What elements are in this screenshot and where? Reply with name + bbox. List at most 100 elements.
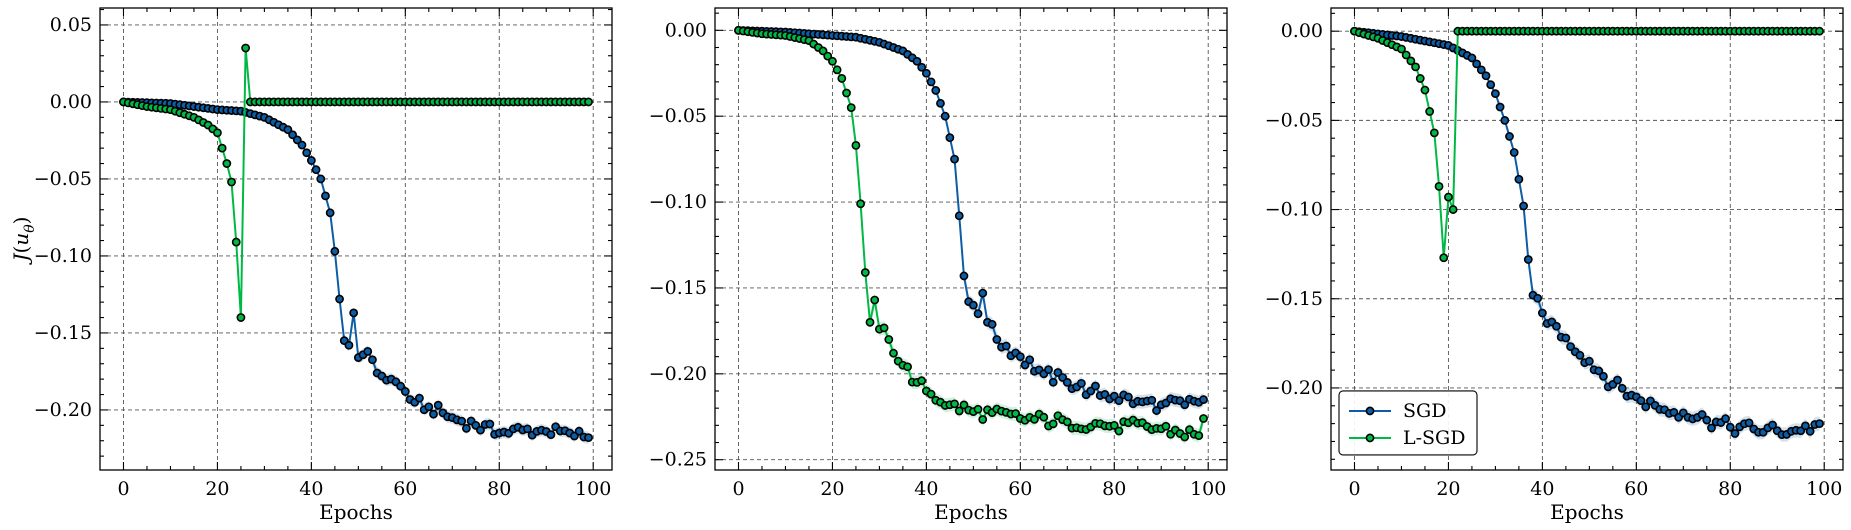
data-point — [368, 355, 377, 365]
series-line-l-sgd — [123, 47, 589, 318]
data-point — [1584, 356, 1594, 366]
data-point — [1744, 418, 1754, 428]
data-point — [1429, 128, 1439, 138]
y-tick-label: 0.00 — [1281, 20, 1323, 42]
data-point — [1815, 26, 1824, 36]
data-point — [926, 389, 936, 399]
y-tick-label: −0.20 — [34, 399, 92, 421]
y-tick-label: −0.15 — [1265, 288, 1323, 310]
data-point — [1015, 352, 1025, 362]
data-point — [1519, 201, 1528, 211]
y-tick-label: 0.00 — [50, 91, 92, 113]
data-point — [1500, 115, 1510, 125]
data-point — [1491, 89, 1500, 99]
data-point — [1730, 429, 1740, 438]
x-tick-label: 80 — [487, 478, 511, 500]
data-point — [921, 68, 931, 78]
data-point — [306, 156, 316, 165]
data-point — [236, 313, 246, 322]
data-point — [292, 135, 302, 145]
data-point — [335, 294, 344, 304]
data-point — [917, 376, 927, 386]
data-point — [1415, 74, 1425, 83]
data-point — [851, 140, 861, 150]
data-point — [1599, 371, 1608, 381]
data-point — [968, 300, 978, 310]
series-line-sgd — [738, 29, 1205, 413]
data-point — [311, 165, 321, 175]
legend-marker-sgd — [1365, 406, 1375, 416]
x-tick-label: 40 — [914, 478, 938, 500]
data-point — [1439, 253, 1449, 263]
x-tick-label: 20 — [205, 478, 229, 500]
x-tick-label: 80 — [1102, 478, 1126, 500]
series-line-l-sgd — [738, 29, 1205, 439]
data-point — [1697, 410, 1707, 419]
data-point — [1768, 420, 1777, 430]
x-tick-label: 100 — [575, 478, 611, 500]
data-point — [344, 340, 354, 350]
data-point — [954, 406, 964, 416]
data-point — [584, 433, 593, 443]
data-point — [959, 271, 969, 281]
data-point — [1114, 396, 1124, 406]
data-point — [415, 393, 424, 403]
x-tick-label: 100 — [1806, 478, 1842, 500]
x-tick-label: 0 — [732, 478, 744, 500]
series-line-l-sgd — [1354, 30, 1820, 258]
confidence-band-l-sgd — [1354, 29, 1820, 265]
data-point — [461, 423, 471, 433]
data-point — [1194, 431, 1204, 441]
data-point — [973, 309, 983, 319]
data-point — [302, 148, 312, 158]
data-point — [846, 103, 856, 113]
data-point — [1048, 377, 1058, 387]
x-tick-label: 0 — [117, 478, 129, 500]
data-point — [1044, 365, 1053, 375]
x-axis-label: Epochs — [319, 500, 393, 524]
data-point — [1575, 350, 1585, 360]
subplot-2: 0 20 40 60 80 100 0.00 −0.05 −0.10 −0.15 −0.20 −0.2… — [649, 7, 1228, 524]
data-point — [884, 335, 894, 344]
data-point — [1613, 375, 1622, 385]
data-point — [889, 348, 898, 358]
data-point — [1020, 360, 1030, 370]
data-point — [363, 347, 373, 356]
data-point — [217, 143, 227, 153]
data-point — [931, 86, 941, 95]
data-point — [1509, 148, 1519, 157]
data-point — [288, 130, 297, 140]
x-axis-label: Epochs — [1550, 500, 1624, 524]
data-point — [865, 317, 875, 327]
data-point — [1406, 56, 1416, 66]
data-point — [945, 133, 955, 143]
data-point — [1594, 366, 1604, 376]
data-point — [457, 416, 467, 426]
y-tick-label: −0.10 — [34, 245, 92, 267]
data-point — [978, 415, 988, 424]
data-point — [1434, 181, 1444, 191]
data-point — [546, 430, 556, 440]
data-point — [1725, 422, 1735, 432]
data-point — [1481, 71, 1491, 81]
x-tick-label: 60 — [1008, 478, 1032, 500]
x-axis-label: Epochs — [934, 500, 1008, 524]
data-point — [584, 97, 593, 107]
data-point — [1641, 402, 1651, 412]
data-point — [973, 404, 983, 414]
data-point — [903, 362, 912, 372]
data-point — [231, 237, 241, 247]
data-point — [1721, 414, 1730, 424]
data-point — [1552, 321, 1561, 331]
data-point — [837, 74, 847, 83]
axes-frame — [1330, 7, 1844, 471]
y-tick-label: −0.05 — [34, 168, 92, 190]
data-point — [1114, 426, 1124, 436]
data-point — [954, 211, 964, 221]
data-point — [1180, 432, 1190, 442]
data-point — [832, 65, 842, 75]
data-point — [1533, 293, 1543, 303]
data-point — [856, 199, 866, 209]
data-point — [950, 154, 959, 164]
x-tick-label: 20 — [1436, 478, 1460, 500]
